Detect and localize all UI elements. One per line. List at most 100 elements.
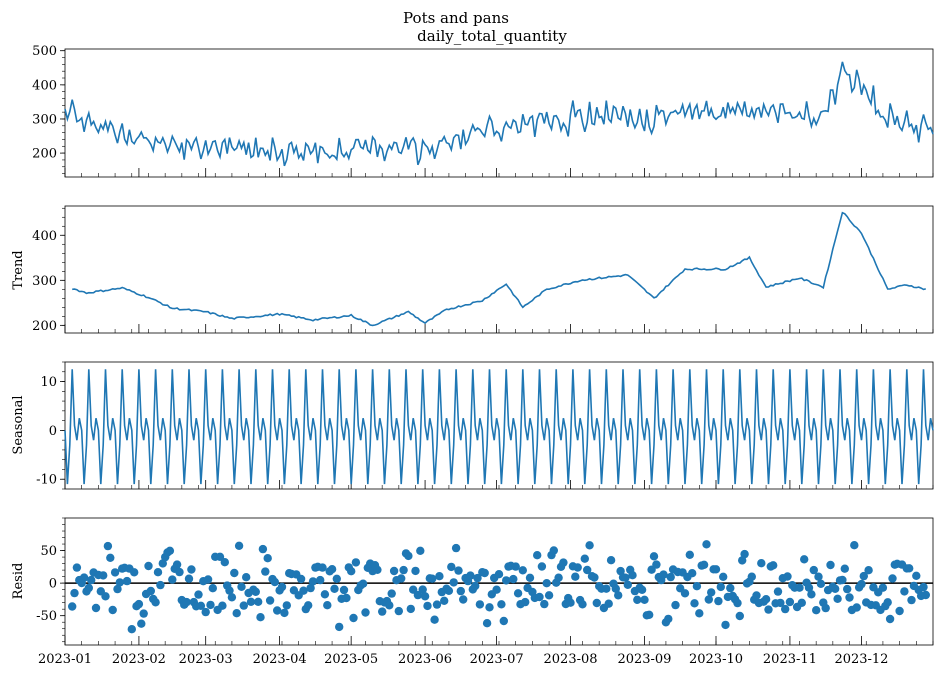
resid-point xyxy=(795,583,804,592)
resid-point xyxy=(447,562,456,572)
resid-point xyxy=(738,556,747,565)
resid-point xyxy=(919,582,928,592)
resid-point xyxy=(230,568,239,578)
resid-point xyxy=(246,597,256,606)
resid-point xyxy=(172,560,182,569)
xtick-label: 2023-05 xyxy=(324,652,378,667)
resid-point xyxy=(719,572,728,581)
resid-point xyxy=(444,586,454,595)
resid-point xyxy=(699,560,709,569)
resid-point xyxy=(220,558,229,567)
resid-point xyxy=(389,566,399,576)
resid-point xyxy=(318,563,327,572)
resid-point xyxy=(518,566,527,575)
resid-point xyxy=(752,591,761,600)
resid-ytick-label: -50 xyxy=(36,609,57,624)
resid-point xyxy=(282,601,291,610)
resid-point xyxy=(122,576,132,586)
resid-point xyxy=(831,584,840,593)
xtick-label: 2023-02 xyxy=(112,652,166,667)
resid-point xyxy=(895,606,904,616)
resid-point xyxy=(816,579,826,588)
resid-point xyxy=(497,600,506,609)
resid-point xyxy=(695,609,704,618)
resid-point xyxy=(418,585,427,594)
resid-point xyxy=(602,584,611,593)
resid-point xyxy=(521,597,530,607)
resid-point xyxy=(628,571,637,580)
resid-point xyxy=(578,600,587,609)
resid-point xyxy=(664,614,673,624)
seasonal-ytick-label: 0 xyxy=(49,424,57,439)
resid-point xyxy=(733,598,742,608)
resid-point xyxy=(342,593,351,603)
resid-point xyxy=(256,613,265,622)
resid-point xyxy=(621,573,630,582)
resid-point xyxy=(533,551,542,560)
resid-point xyxy=(640,595,649,604)
resid-point xyxy=(482,619,492,628)
resid-point xyxy=(308,577,318,586)
resid-point xyxy=(826,560,835,570)
resid-point xyxy=(70,588,79,598)
resid-point xyxy=(509,574,518,584)
resid-point xyxy=(406,604,415,614)
resid-point xyxy=(101,592,110,601)
observed-ytick-label: 500 xyxy=(32,44,57,59)
resid-point xyxy=(277,582,287,592)
resid-point xyxy=(316,575,325,585)
resid-point xyxy=(659,570,668,579)
resid-point xyxy=(726,583,735,593)
xtick-label: 2023-11 xyxy=(763,652,817,667)
resid-point xyxy=(79,573,89,582)
resid-point xyxy=(540,599,549,609)
resid-point xyxy=(428,574,437,583)
resid-point xyxy=(206,600,215,610)
resid-point xyxy=(921,590,930,600)
resid-point xyxy=(905,564,914,573)
resid-point xyxy=(513,589,523,598)
resid-point xyxy=(258,544,268,554)
observed-ytick-label: 200 xyxy=(32,147,57,162)
resid-point xyxy=(234,541,244,550)
x-axis-labels: 2023-01 2023-02 2023-03 2023-04 2023-05 2023-… xyxy=(38,652,888,667)
resid-point xyxy=(492,585,501,594)
resid-point xyxy=(182,597,191,607)
resid-point xyxy=(549,546,558,555)
resid-point xyxy=(84,583,94,593)
resid-point xyxy=(72,563,82,572)
resid-point xyxy=(347,567,356,576)
resid-point xyxy=(265,596,275,605)
resid-point xyxy=(544,591,554,600)
resid-point xyxy=(110,568,120,577)
resid-point xyxy=(196,601,206,610)
resid-point xyxy=(685,550,694,559)
resid-point xyxy=(339,585,349,595)
resid-point xyxy=(435,572,444,581)
resid-point xyxy=(571,572,580,581)
resid-point xyxy=(499,616,508,626)
resid-point xyxy=(511,562,520,571)
resid-point xyxy=(423,601,432,611)
xtick-label: 2023-03 xyxy=(179,652,233,667)
resid-point xyxy=(91,603,101,613)
resid-point xyxy=(852,603,861,612)
resid-point xyxy=(409,585,418,594)
resid-point xyxy=(261,567,270,576)
resid-point xyxy=(688,569,697,578)
resid-point xyxy=(666,572,675,582)
resid-point xyxy=(399,565,408,575)
resid-point xyxy=(471,581,480,591)
trend-ytick-label: 200 xyxy=(32,319,57,334)
resid-point xyxy=(385,601,394,610)
resid-point xyxy=(721,620,730,630)
resid-point xyxy=(900,587,909,596)
resid-point xyxy=(888,574,897,583)
resid-point xyxy=(769,561,778,570)
resid-point xyxy=(690,599,699,608)
resid-point xyxy=(68,602,77,611)
resid-point xyxy=(800,555,809,564)
resid-point xyxy=(814,572,823,581)
resid-point xyxy=(237,582,246,591)
resid-point xyxy=(251,587,260,596)
